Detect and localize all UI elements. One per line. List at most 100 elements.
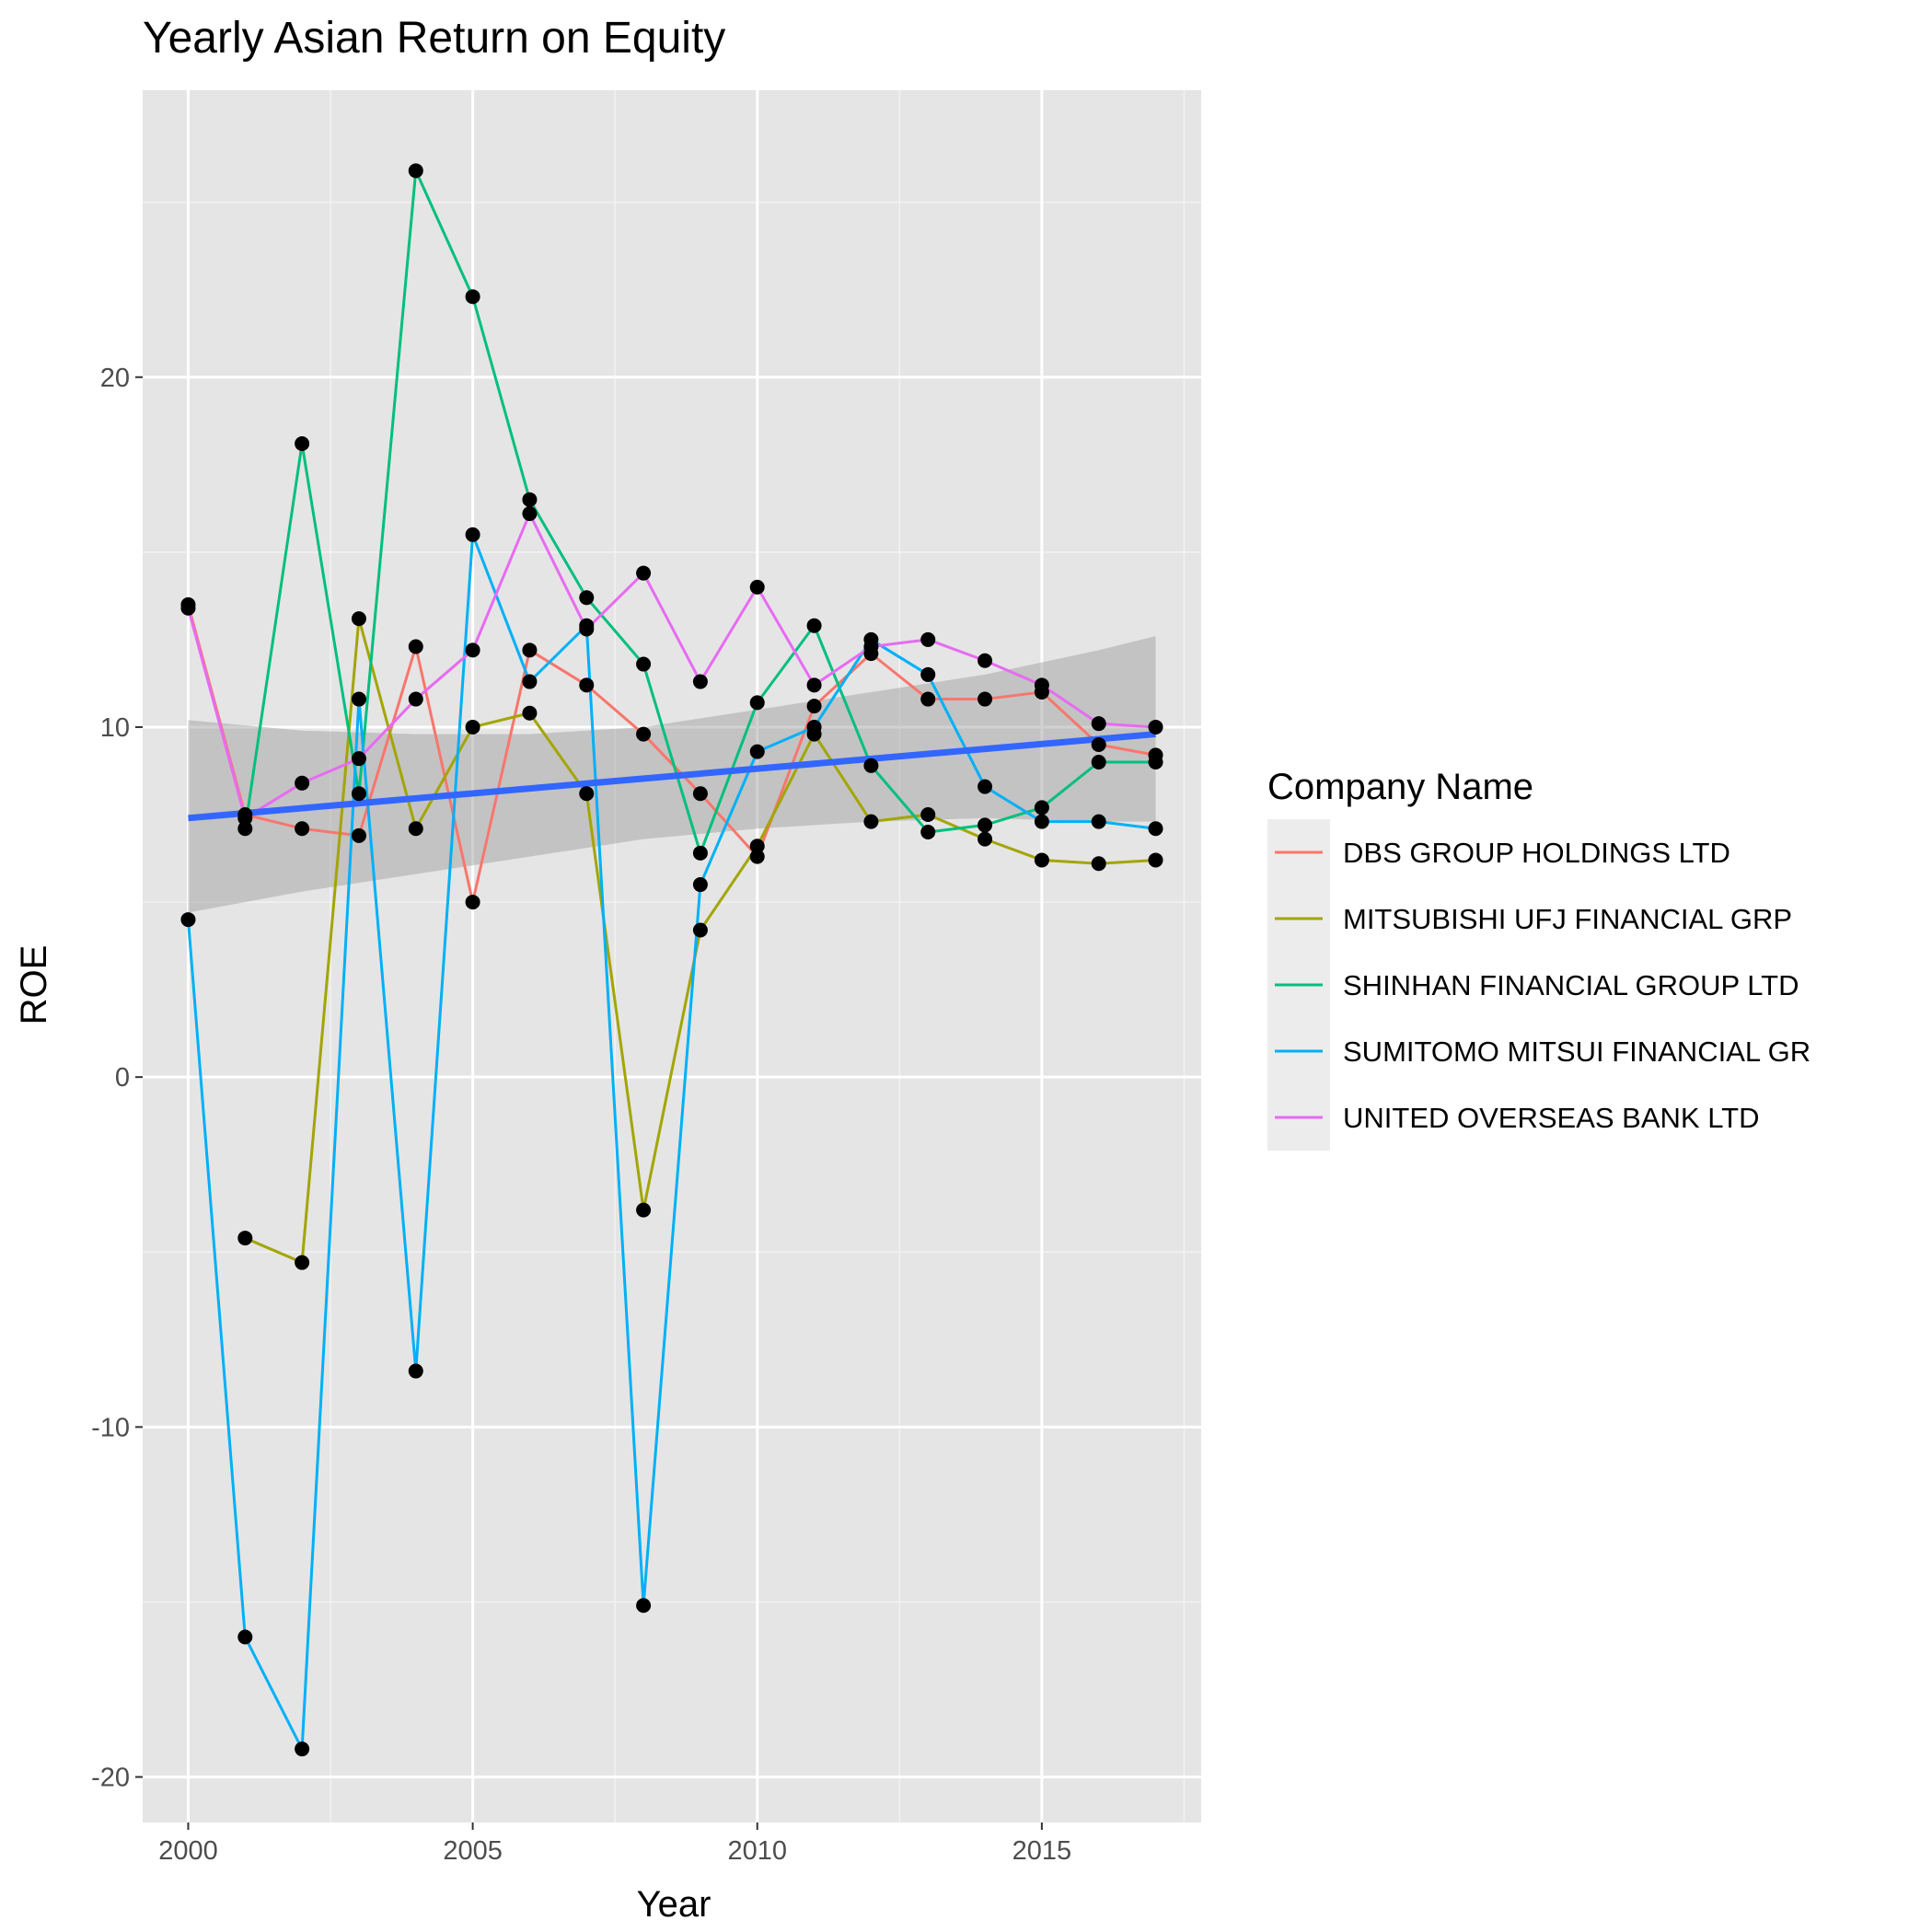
data-point-series-2 [465, 719, 480, 735]
data-point-series-5 [636, 565, 652, 581]
data-point-series-1 [295, 821, 310, 837]
data-point-series-5 [295, 775, 310, 791]
data-point-series-1 [978, 691, 993, 707]
x-axis-title: Year [637, 1884, 711, 1925]
data-point-series-2 [237, 1231, 253, 1246]
data-point-series-3 [636, 656, 652, 672]
data-point-series-2 [692, 922, 708, 938]
data-point-series-4 [978, 779, 993, 794]
data-point-series-1 [1091, 736, 1106, 752]
data-point-series-5 [1034, 677, 1049, 693]
data-point-series-4 [465, 526, 480, 542]
y-axis-ticks: -20 -10 0 10 20 [91, 364, 143, 1793]
y-axis-title: ROE [14, 945, 54, 1025]
legend-label-4: SUMITOMO MITSUI FINANCIAL GR [1343, 1035, 1811, 1068]
data-point-series-3 [237, 821, 253, 837]
y-tick-label: -10 [91, 1413, 130, 1442]
data-point-series-5 [749, 579, 765, 595]
x-tick-label: 2005 [443, 1836, 503, 1866]
data-point-series-3 [351, 786, 366, 802]
data-point-series-3 [1034, 800, 1049, 816]
data-point-series-3 [920, 825, 936, 840]
data-point-series-2 [295, 1255, 310, 1270]
data-point-series-3 [465, 289, 480, 305]
data-point-series-5 [1091, 716, 1106, 732]
data-point-series-2 [408, 821, 423, 837]
data-point-series-1 [351, 827, 366, 843]
data-point-series-2 [636, 1202, 652, 1218]
data-point-series-4 [806, 719, 822, 735]
data-point-series-1 [920, 691, 936, 707]
data-point-series-1 [749, 849, 765, 864]
data-point-series-1 [465, 895, 480, 910]
data-point-series-5 [180, 600, 196, 616]
data-point-series-1 [522, 642, 538, 658]
data-point-series-3 [408, 163, 423, 179]
data-point-series-4 [351, 691, 366, 707]
y-tick-label: 20 [100, 364, 130, 393]
data-point-series-2 [579, 786, 595, 802]
data-point-series-4 [408, 1363, 423, 1379]
data-point-series-3 [863, 758, 879, 773]
data-point-series-1 [692, 786, 708, 802]
y-tick-label: -20 [91, 1764, 130, 1793]
data-point-series-2 [863, 814, 879, 829]
data-point-series-2 [920, 807, 936, 823]
data-point-series-3 [692, 845, 708, 861]
data-point-series-2 [1034, 852, 1049, 868]
data-point-series-3 [749, 695, 765, 711]
data-point-series-3 [978, 817, 993, 833]
x-axis-ticks: 2000 2005 2010 2015 [158, 1822, 1071, 1866]
legend-label-2: MITSUBISHI UFJ FINANCIAL GRP [1343, 903, 1792, 935]
y-tick-label: 0 [115, 1063, 130, 1093]
data-point-series-4 [180, 912, 196, 928]
legend: Company Name DBS GROUP HOLDINGS LTD MITSU… [1267, 767, 1811, 1151]
data-point-series-2 [749, 839, 765, 854]
data-point-series-4 [636, 1598, 652, 1614]
plot-panel [143, 90, 1201, 1822]
data-point-series-2 [1091, 856, 1106, 872]
data-point-series-3 [1148, 754, 1163, 769]
series-line-4 [186, 533, 1156, 1751]
data-point-series-2 [351, 611, 366, 627]
data-point-series-5 [408, 691, 423, 707]
data-point-series-1 [806, 699, 822, 714]
data-point-series-1 [579, 677, 595, 693]
data-point-series-4 [522, 674, 538, 689]
data-points [180, 163, 1163, 1757]
data-point-series-1 [636, 726, 652, 742]
legend-title: Company Name [1267, 767, 1533, 807]
data-point-series-5 [579, 621, 595, 637]
chart-title: Yearly Asian Return on Equity [143, 14, 725, 63]
data-point-series-4 [1148, 821, 1163, 837]
legend-items: DBS GROUP HOLDINGS LTD MITSUBISHI UFJ FIN… [1267, 819, 1811, 1151]
data-point-series-4 [749, 744, 765, 759]
data-point-series-4 [920, 666, 936, 682]
y-tick-label: 10 [100, 713, 130, 743]
data-point-series-4 [295, 1741, 310, 1757]
data-point-series-5 [806, 677, 822, 693]
data-point-series-3 [522, 492, 538, 507]
data-point-series-5 [465, 642, 480, 658]
data-point-series-5 [692, 674, 708, 689]
data-point-series-1 [408, 639, 423, 654]
data-point-series-4 [237, 1629, 253, 1645]
trend-line-layer [188, 731, 1156, 822]
series-line-1 [187, 604, 1156, 904]
data-point-series-3 [295, 436, 310, 452]
data-point-series-4 [1091, 814, 1106, 829]
data-point-series-5 [1148, 719, 1163, 735]
trend-line [188, 731, 1156, 822]
series-line-5 [187, 512, 1156, 820]
x-tick-label: 2015 [1012, 1836, 1072, 1866]
data-point-series-2 [978, 831, 993, 847]
data-point-series-4 [692, 877, 708, 893]
data-point-series-3 [1091, 754, 1106, 769]
legend-label-5: UNITED OVERSEAS BANK LTD [1343, 1102, 1759, 1134]
data-point-series-5 [978, 653, 993, 668]
data-point-series-4 [1034, 814, 1049, 829]
legend-label-3: SHINHAN FINANCIAL GROUP LTD [1343, 969, 1799, 1001]
data-point-series-5 [351, 751, 366, 767]
data-point-series-3 [579, 590, 595, 606]
data-point-series-5 [863, 639, 879, 654]
